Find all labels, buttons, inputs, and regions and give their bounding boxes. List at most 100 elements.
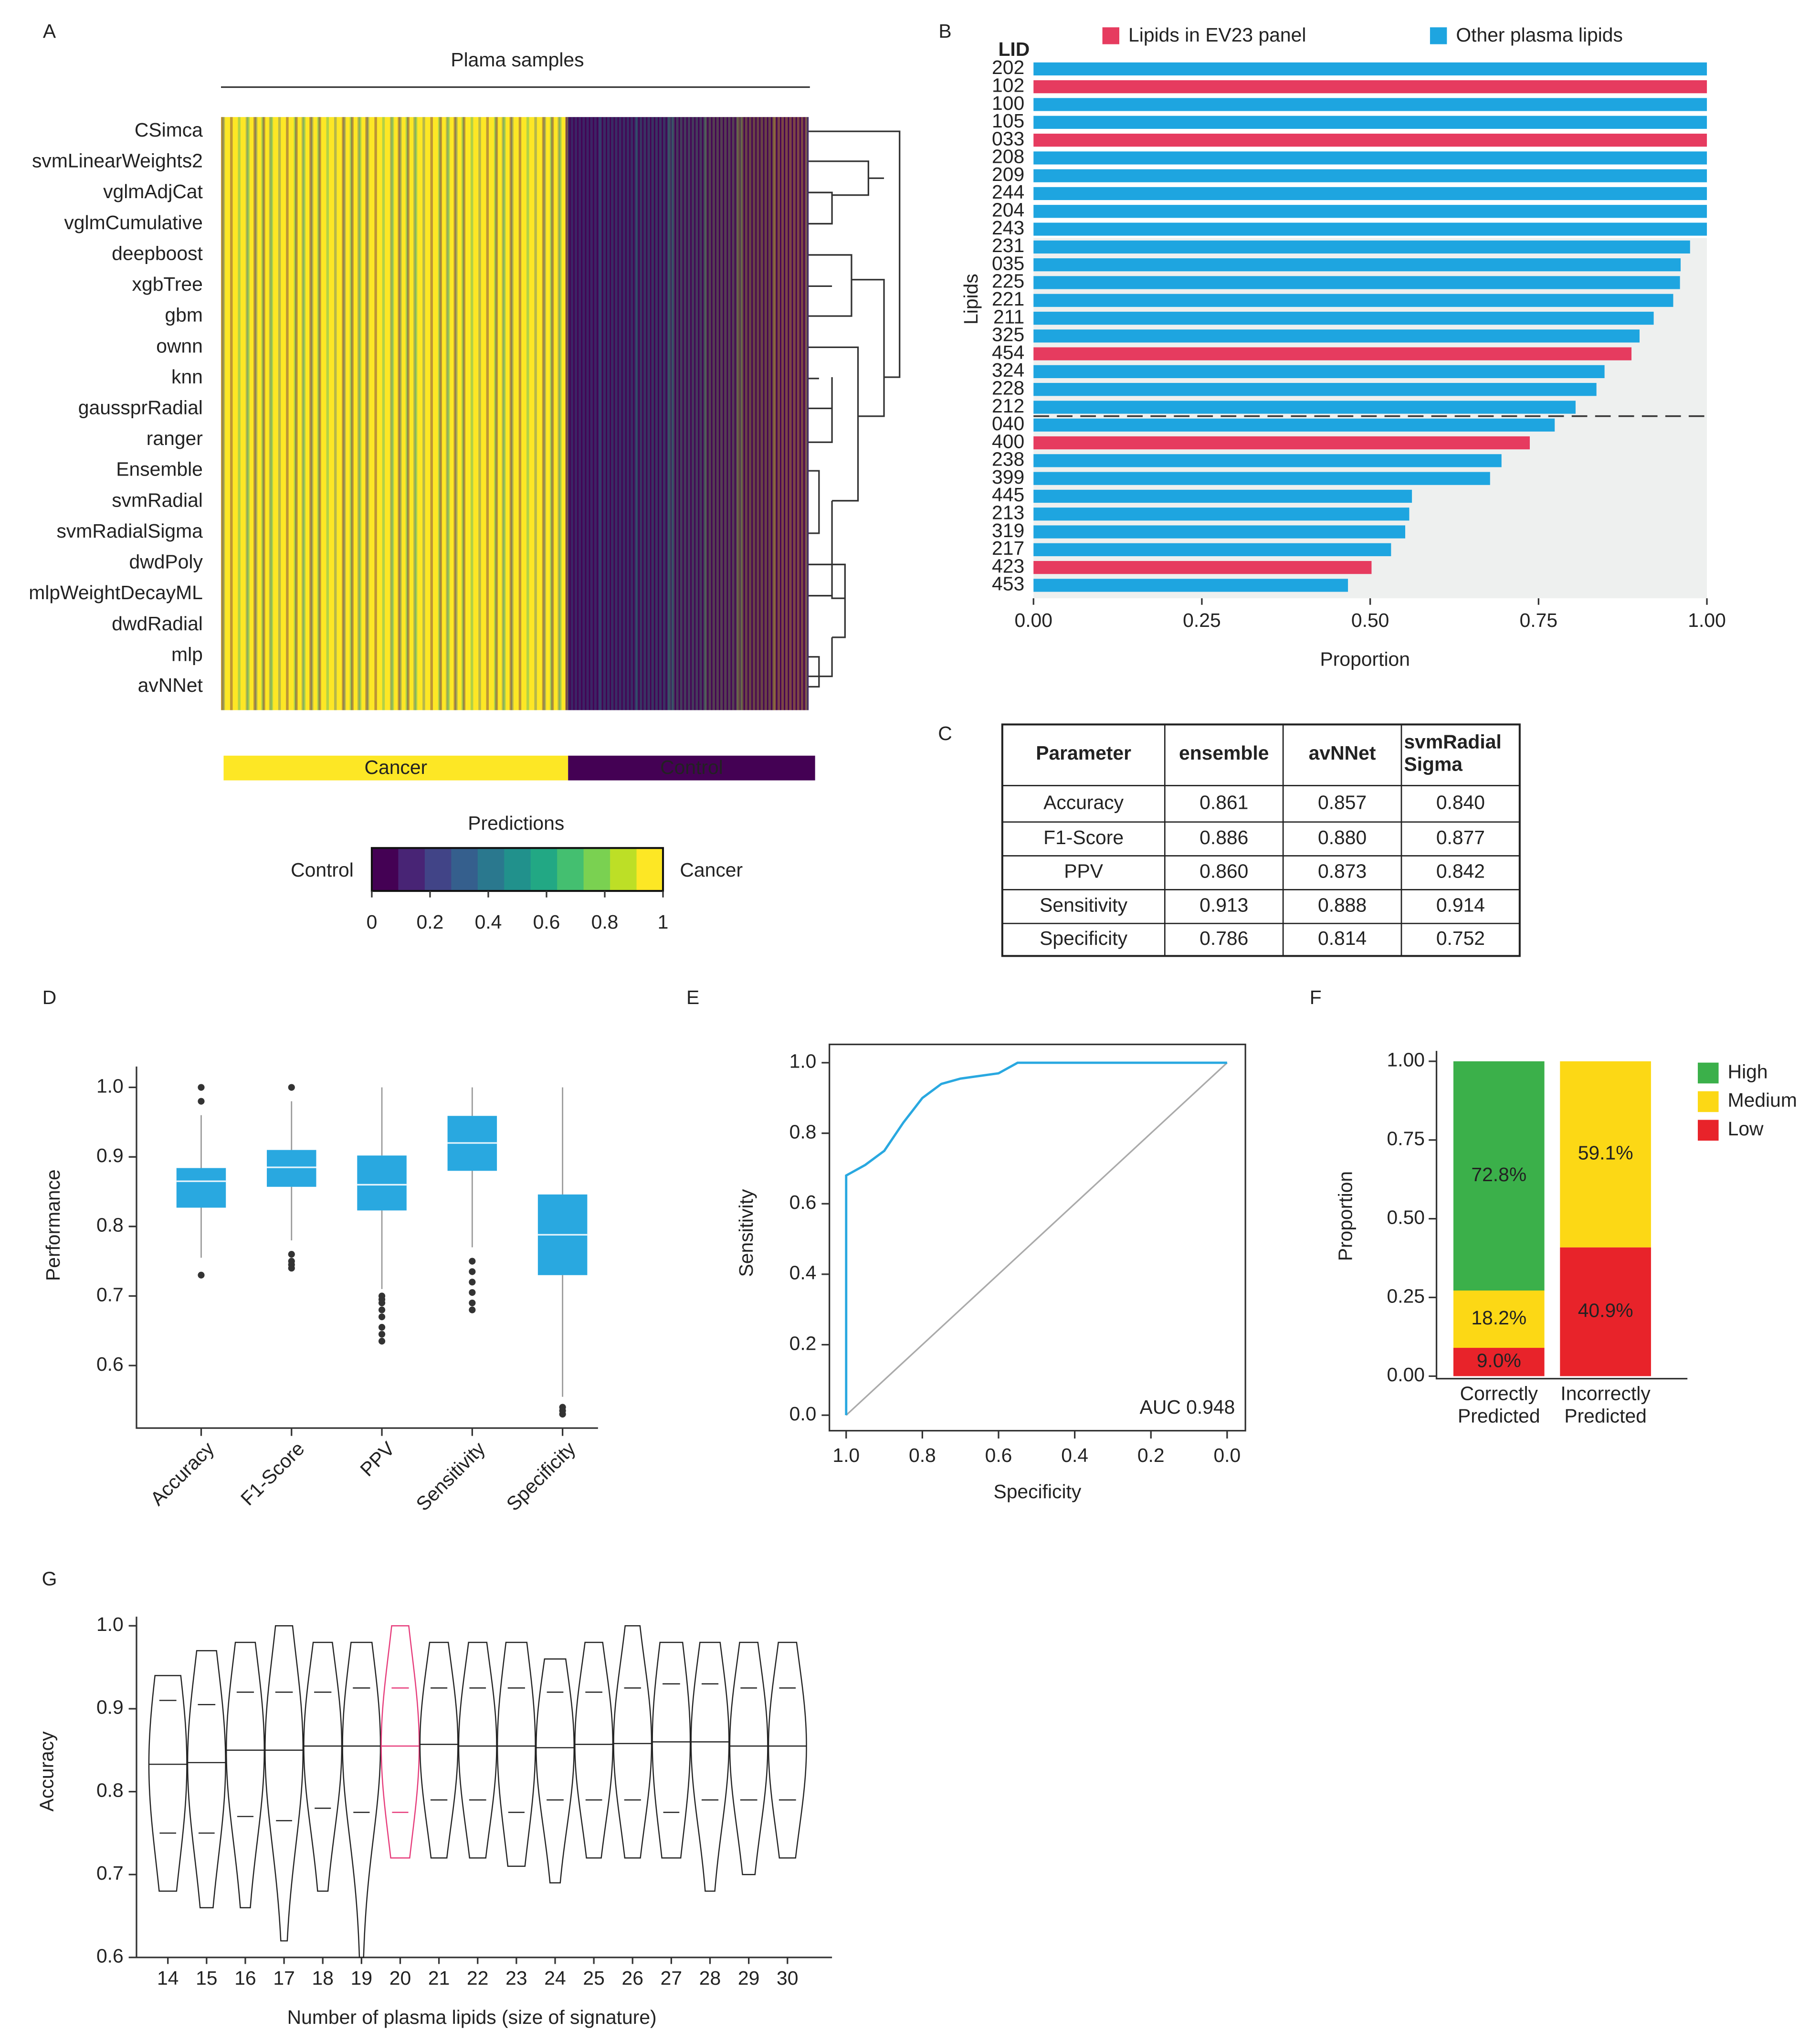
- heatmap-texture: [278, 117, 281, 710]
- y-tick-label: 209: [992, 163, 1024, 185]
- heatmap-texture: [720, 117, 723, 710]
- table-header: ensemble: [1179, 742, 1269, 764]
- x-tick-label: 23: [505, 1967, 527, 1989]
- heatmap-texture: [793, 117, 796, 710]
- table-header: Parameter: [1036, 742, 1131, 764]
- heatmap-texture: [607, 117, 610, 710]
- legend-swatch: [1102, 27, 1119, 44]
- outlier: [198, 1098, 205, 1105]
- table-header: svmRadial Sigma: [1404, 730, 1501, 775]
- heatmap-texture: [773, 117, 776, 710]
- heatmap-texture: [222, 117, 225, 710]
- heatmap-texture: [374, 117, 377, 710]
- y-tick-label: 035: [992, 252, 1024, 274]
- heatmap-texture: [760, 117, 763, 710]
- heatmap-texture: [630, 117, 633, 710]
- row-label: ownn: [156, 335, 203, 357]
- y-axis-label: Sensitivity: [735, 1189, 757, 1277]
- bar: [1033, 187, 1707, 201]
- violin: [690, 1641, 730, 1892]
- legend-swatch: [1430, 27, 1447, 44]
- group-bar: [223, 755, 568, 781]
- heatmap-texture: [804, 117, 808, 710]
- violin: [652, 1641, 691, 1859]
- heatmap-texture: [699, 117, 702, 710]
- heatmap-texture: [503, 117, 506, 710]
- row-label: xgbTree: [132, 273, 203, 295]
- category-header: LID: [998, 38, 1030, 60]
- y-tick-label: 204: [992, 199, 1024, 221]
- colorbar-step: [371, 848, 399, 891]
- heatmap-texture: [768, 117, 771, 710]
- heatmap-texture: [261, 117, 264, 710]
- heatmap-texture: [534, 117, 537, 710]
- bar: [1033, 276, 1680, 289]
- x-tick-label: Incorrectly Predicted: [1560, 1382, 1651, 1427]
- colorbar-step: [583, 848, 611, 891]
- outlier: [378, 1306, 386, 1313]
- heatmap-texture: [550, 117, 553, 710]
- x-tick-label: 22: [467, 1967, 488, 1989]
- panel-label: B: [938, 20, 951, 42]
- heatmap-texture: [643, 117, 646, 710]
- y-tick-label: 453: [992, 573, 1024, 595]
- heatmap-texture: [748, 117, 752, 710]
- heatmap-texture: [724, 117, 727, 710]
- heatmap-texture: [639, 117, 642, 710]
- heatmap-texture: [684, 117, 687, 710]
- y-tick-label: 325: [992, 324, 1024, 346]
- heatmap-cells: [565, 117, 809, 710]
- table-cell: 0.857: [1318, 791, 1367, 813]
- outlier: [378, 1299, 386, 1307]
- y-tick-label: 0.6: [96, 1353, 124, 1375]
- violin: [225, 1641, 265, 1908]
- panel-label: F: [1310, 986, 1322, 1008]
- heatmap-texture: [586, 117, 589, 710]
- table-header-line: Sigma: [1404, 753, 1462, 775]
- outlier: [378, 1323, 386, 1331]
- x-tick-label: 0.0: [1213, 1444, 1241, 1466]
- bar: [1033, 169, 1707, 182]
- legend-label: Other plasma lipids: [1456, 24, 1623, 46]
- heatmap-texture: [559, 117, 562, 710]
- violin: [574, 1641, 614, 1859]
- outlier: [469, 1258, 476, 1265]
- heatmap-texture: [317, 117, 320, 710]
- heatmap-texture: [582, 117, 585, 710]
- table-cell: 0.888: [1318, 894, 1367, 916]
- bar: [1033, 347, 1632, 360]
- heatmap-texture: [578, 117, 581, 710]
- legend-swatch: [1697, 1062, 1719, 1084]
- heatmap-texture: [594, 117, 597, 710]
- value-label: 9.0%: [1477, 1349, 1521, 1371]
- violin: [303, 1641, 343, 1892]
- colorbar-tick-label: 1: [658, 911, 669, 933]
- violin: [148, 1675, 188, 1892]
- panel-label: G: [42, 1568, 57, 1590]
- bar: [1033, 543, 1391, 556]
- outlier: [469, 1306, 476, 1313]
- heatmap-texture: [318, 117, 321, 710]
- heatmap-texture: [453, 117, 456, 710]
- heatmap-texture: [447, 117, 450, 710]
- bar: [1033, 454, 1502, 467]
- y-tick-label: 040: [992, 413, 1024, 434]
- violin: [613, 1625, 652, 1859]
- row-label: avNNet: [138, 674, 203, 696]
- outlier: [469, 1279, 476, 1286]
- heatmap-texture: [446, 117, 449, 710]
- y-tick-label: 221: [992, 288, 1024, 310]
- table-cell: 0.873: [1318, 860, 1367, 882]
- heatmap-texture: [461, 117, 464, 710]
- y-tick-label: 400: [992, 430, 1024, 452]
- heatmap-texture: [574, 117, 578, 710]
- table-cell: 0.861: [1199, 791, 1248, 813]
- x-tick-label: 27: [661, 1967, 682, 1989]
- heatmap-texture: [667, 117, 670, 710]
- y-tick-label: 324: [992, 359, 1024, 381]
- x-tick-label: 26: [622, 1967, 643, 1989]
- axes: [136, 1066, 598, 1429]
- heatmap-texture: [399, 117, 402, 710]
- heatmap-texture: [708, 117, 711, 710]
- x-tick-label: 16: [234, 1967, 256, 1989]
